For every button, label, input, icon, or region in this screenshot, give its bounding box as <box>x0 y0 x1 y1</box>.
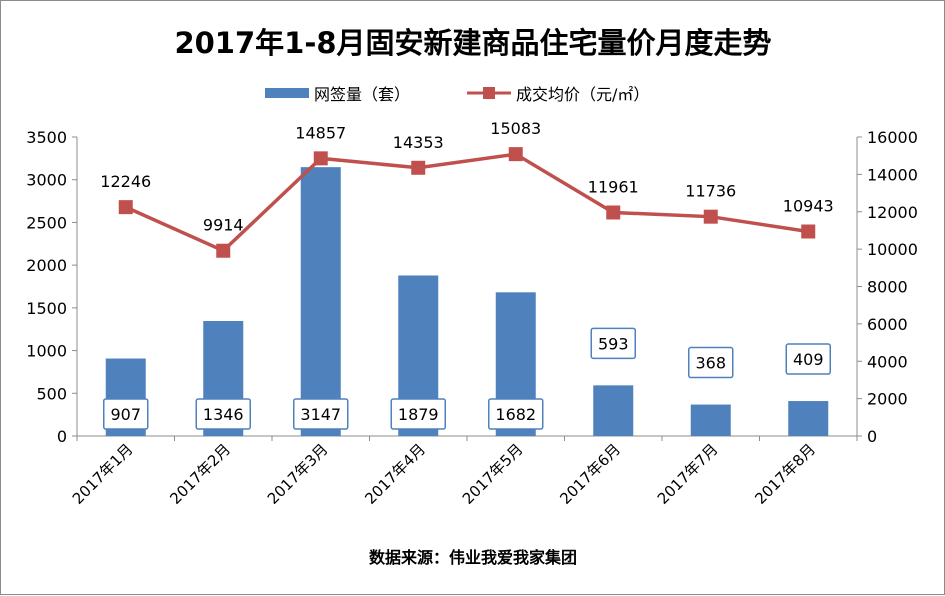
bar-label-frame <box>293 398 349 430</box>
y-left-tick-label: 1500 <box>26 299 67 318</box>
bar-data-label: 368 <box>695 354 726 373</box>
y-right-tick-label: 0 <box>867 427 877 446</box>
legend-line-label: 成交均价（元/㎡） <box>516 85 649 104</box>
bar-data-label: 1682 <box>495 405 536 424</box>
bar-series <box>105 167 829 436</box>
bar-label-frame <box>688 346 734 379</box>
x-category-label: 2017年2月 <box>166 440 234 508</box>
bar-data-label: 409 <box>793 350 824 369</box>
line-data-label: 12246 <box>100 172 151 191</box>
x-category-label: 2017年4月 <box>361 440 429 508</box>
line-data-label: 11961 <box>588 177 639 196</box>
line-data-label: 10943 <box>783 197 834 216</box>
price-line <box>125 152 809 253</box>
bar-data-label: 1879 <box>398 405 439 424</box>
bar-label-frame <box>488 398 544 430</box>
line-labels: 12246 9914 14857 14353 15083 11961 11736 10943 <box>100 119 833 235</box>
data-source: 数据来源：伟业我爱我家集团 <box>369 548 577 567</box>
bar <box>593 385 634 436</box>
bar-data-label: 1346 <box>203 405 244 424</box>
y-right-tick-label: 4000 <box>867 352 908 371</box>
x-category-label: 2017年3月 <box>264 440 332 508</box>
bar-data-label: 593 <box>598 334 629 353</box>
line-data-label: 14857 <box>295 123 346 142</box>
line-point <box>118 200 133 215</box>
y-right-tick-label: 16000 <box>867 128 918 147</box>
y-left-tick-label: 2000 <box>26 256 67 275</box>
y-left-tick-label: 3000 <box>26 171 67 190</box>
bar-label-box: 1346 <box>195 398 251 430</box>
line-point <box>508 147 523 162</box>
y-right-tick-label: 10000 <box>867 240 918 259</box>
bar-labels: 907 1346 3147 1879 1682 593 368 409 <box>103 327 831 430</box>
bar-label-frame <box>785 343 831 375</box>
bar-label-box: 1682 <box>488 398 544 430</box>
bar <box>300 167 341 436</box>
bar-label-box: 907 <box>103 398 149 430</box>
bar-label-box: 368 <box>688 346 734 379</box>
bar-label-box: 593 <box>590 327 636 360</box>
legend-line-marker <box>483 87 495 99</box>
line-data-label: 9914 <box>203 216 244 235</box>
y-right-tick-label: 6000 <box>867 315 908 334</box>
chart-title: 2017年1-8月固安新建商品住宅量价月度走势 <box>174 26 771 60</box>
bar <box>690 404 731 436</box>
legend: 网签量（套） 成交均价（元/㎡） <box>265 85 649 104</box>
y-left-tick-label: 1000 <box>26 342 67 361</box>
line-point <box>606 205 621 220</box>
line-point <box>801 224 816 239</box>
x-category-label: 2017年5月 <box>459 440 527 508</box>
line-series <box>118 147 816 258</box>
x-category-label: 2017年6月 <box>556 440 624 508</box>
y-right-tick-label: 12000 <box>867 203 918 222</box>
x-category-label: 2017年7月 <box>654 440 722 508</box>
y-right-tick-label: 2000 <box>867 390 908 409</box>
legend-bar-swatch <box>265 88 309 98</box>
bar-data-label: 907 <box>110 405 141 424</box>
x-category-label: 2017年1月 <box>69 440 137 508</box>
line-point <box>216 243 231 258</box>
bar-label-box: 1879 <box>390 398 446 430</box>
axes: 0 500 1000 1500 2000 2500 3000 3500 0 2000 4000 600… <box>26 128 918 446</box>
line-point <box>411 160 426 175</box>
y-right-tick-label: 14000 <box>867 165 918 184</box>
bar-label-frame <box>590 327 636 360</box>
legend-bar-label: 网签量（套） <box>314 85 410 104</box>
y-left-tick-label: 2500 <box>26 213 67 232</box>
y-left-tick-label: 500 <box>36 384 67 403</box>
y-right-tick-label: 8000 <box>867 278 908 297</box>
bar-label-frame <box>195 398 251 430</box>
y-left-tick-label: 0 <box>57 427 67 446</box>
bar <box>788 401 829 436</box>
line-data-label: 11736 <box>685 182 736 201</box>
x-category-label: 2017年8月 <box>751 440 819 508</box>
x-axis-labels: 2017年1月 2017年2月 2017年3月 2017年4月 2017年5月 2017年… <box>69 440 819 508</box>
line-data-label: 14353 <box>393 133 444 152</box>
bar-label-box: 409 <box>785 343 831 375</box>
bar-data-label: 3147 <box>300 405 341 424</box>
bar-label-frame <box>390 398 446 430</box>
line-point <box>313 151 328 166</box>
y-left-tick-label: 3500 <box>26 128 67 147</box>
line-point <box>703 209 718 224</box>
bar-label-frame <box>103 398 149 430</box>
line-data-label: 15083 <box>490 119 541 138</box>
bar-label-box: 3147 <box>293 398 349 430</box>
